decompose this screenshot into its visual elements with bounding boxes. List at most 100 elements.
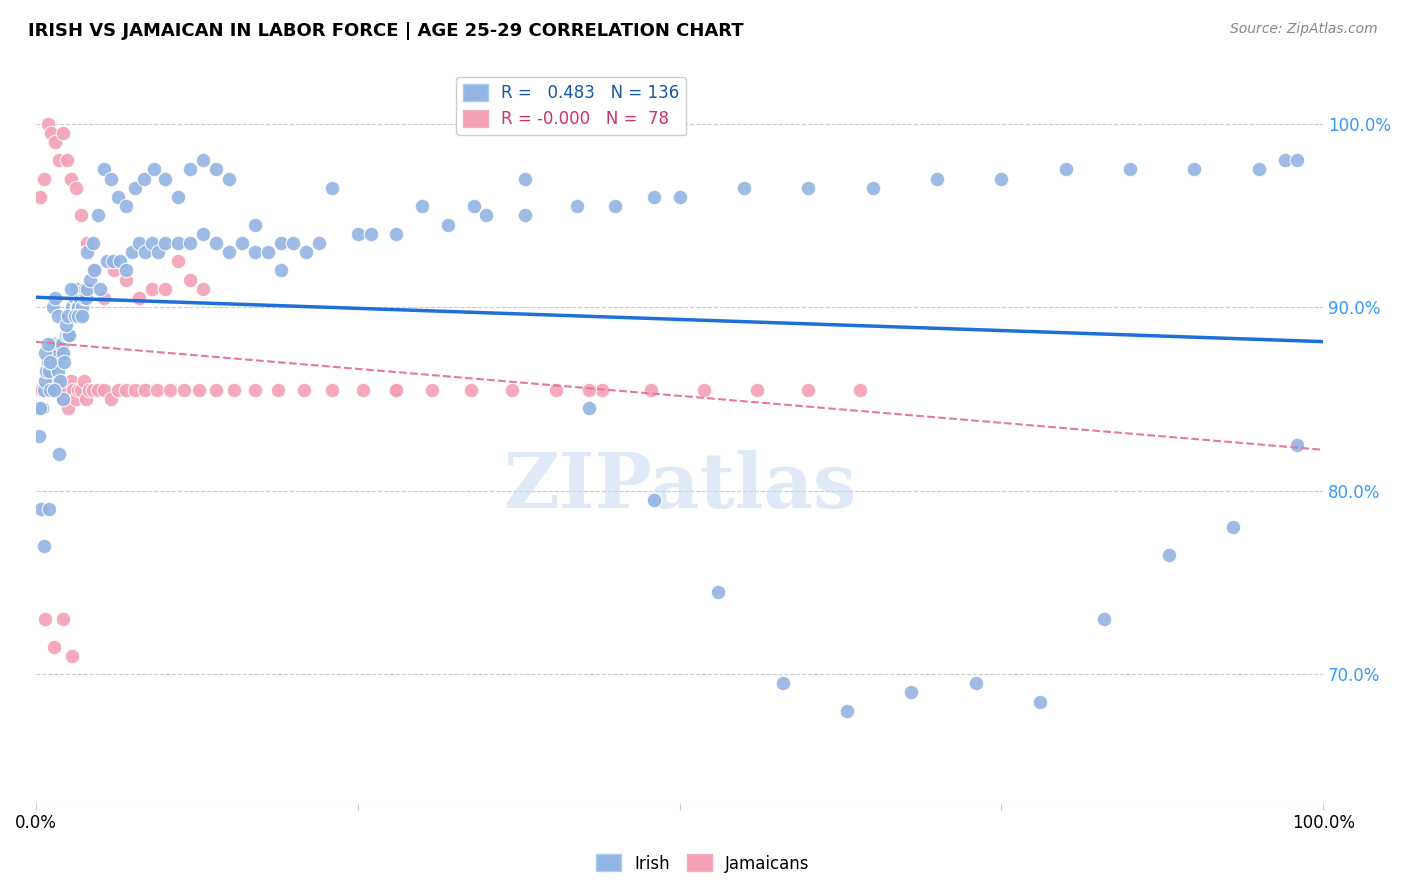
Point	[166, 254, 188, 268]
Legend: Irish, Jamaicans: Irish, Jamaicans	[589, 847, 817, 880]
Point	[1222, 520, 1244, 534]
Point	[70, 310, 93, 324]
Point	[76, 282, 98, 296]
Point	[28, 401, 51, 415]
Point	[141, 235, 163, 250]
Point	[52, 346, 75, 360]
Text: IRISH VS JAMAICAN IN LABOR FORCE | AGE 25-29 CORRELATION CHART: IRISH VS JAMAICAN IN LABOR FORCE | AGE 2…	[28, 22, 744, 40]
Point	[44, 291, 66, 305]
Point	[848, 383, 870, 397]
Point	[93, 383, 115, 397]
Point	[93, 291, 115, 305]
Point	[218, 245, 240, 260]
Point	[39, 383, 62, 397]
Point	[31, 401, 53, 415]
Point	[93, 162, 115, 177]
Point	[70, 383, 93, 397]
Point	[179, 272, 201, 286]
Point	[965, 676, 987, 690]
Point	[56, 310, 79, 324]
Point	[67, 300, 90, 314]
Point	[1157, 548, 1180, 562]
Point	[42, 640, 65, 654]
Point	[321, 181, 343, 195]
Point	[34, 612, 56, 626]
Point	[39, 383, 62, 397]
Point	[360, 227, 382, 241]
Point	[205, 383, 228, 397]
Point	[79, 272, 101, 286]
Point	[115, 383, 138, 397]
Point	[146, 383, 169, 397]
Point	[59, 171, 82, 186]
Point	[1274, 153, 1296, 168]
Point	[141, 282, 163, 296]
Point	[101, 254, 124, 268]
Point	[437, 218, 460, 232]
Point	[578, 383, 600, 397]
Point	[124, 383, 146, 397]
Point	[745, 383, 768, 397]
Point	[243, 383, 266, 397]
Point	[193, 153, 215, 168]
Point	[31, 383, 53, 397]
Point	[115, 272, 138, 286]
Point	[231, 235, 253, 250]
Point	[173, 383, 195, 397]
Point	[56, 327, 79, 342]
Point	[925, 171, 948, 186]
Point	[60, 300, 83, 314]
Point	[69, 291, 91, 305]
Point	[59, 282, 82, 296]
Point	[218, 171, 240, 186]
Point	[385, 383, 408, 397]
Point	[148, 245, 170, 260]
Point	[52, 612, 75, 626]
Point	[475, 208, 498, 222]
Point	[44, 383, 66, 397]
Point	[124, 181, 146, 195]
Point	[46, 310, 69, 324]
Point	[1029, 695, 1052, 709]
Point	[87, 208, 110, 222]
Point	[37, 383, 59, 397]
Point	[990, 171, 1012, 186]
Point	[82, 235, 104, 250]
Point	[693, 383, 716, 397]
Point	[89, 282, 111, 296]
Point	[52, 392, 75, 406]
Point	[128, 235, 150, 250]
Point	[103, 263, 125, 277]
Point	[243, 218, 266, 232]
Point	[73, 282, 96, 296]
Point	[49, 374, 72, 388]
Point	[56, 153, 79, 168]
Point	[797, 181, 820, 195]
Point	[121, 245, 143, 260]
Point	[96, 254, 118, 268]
Point	[501, 383, 523, 397]
Point	[153, 282, 176, 296]
Point	[544, 383, 567, 397]
Point	[55, 318, 77, 333]
Point	[48, 447, 70, 461]
Point	[108, 254, 131, 268]
Point	[115, 199, 138, 213]
Point	[862, 181, 884, 195]
Point	[55, 327, 77, 342]
Point	[578, 401, 600, 415]
Point	[56, 401, 79, 415]
Point	[32, 539, 55, 553]
Point	[72, 300, 94, 314]
Point	[772, 676, 794, 690]
Point	[605, 199, 627, 213]
Point	[31, 401, 53, 415]
Point	[65, 282, 87, 296]
Point	[65, 181, 87, 195]
Point	[166, 235, 188, 250]
Point	[37, 117, 59, 131]
Point	[58, 327, 80, 342]
Point	[46, 364, 69, 378]
Point	[243, 245, 266, 260]
Point	[1092, 612, 1115, 626]
